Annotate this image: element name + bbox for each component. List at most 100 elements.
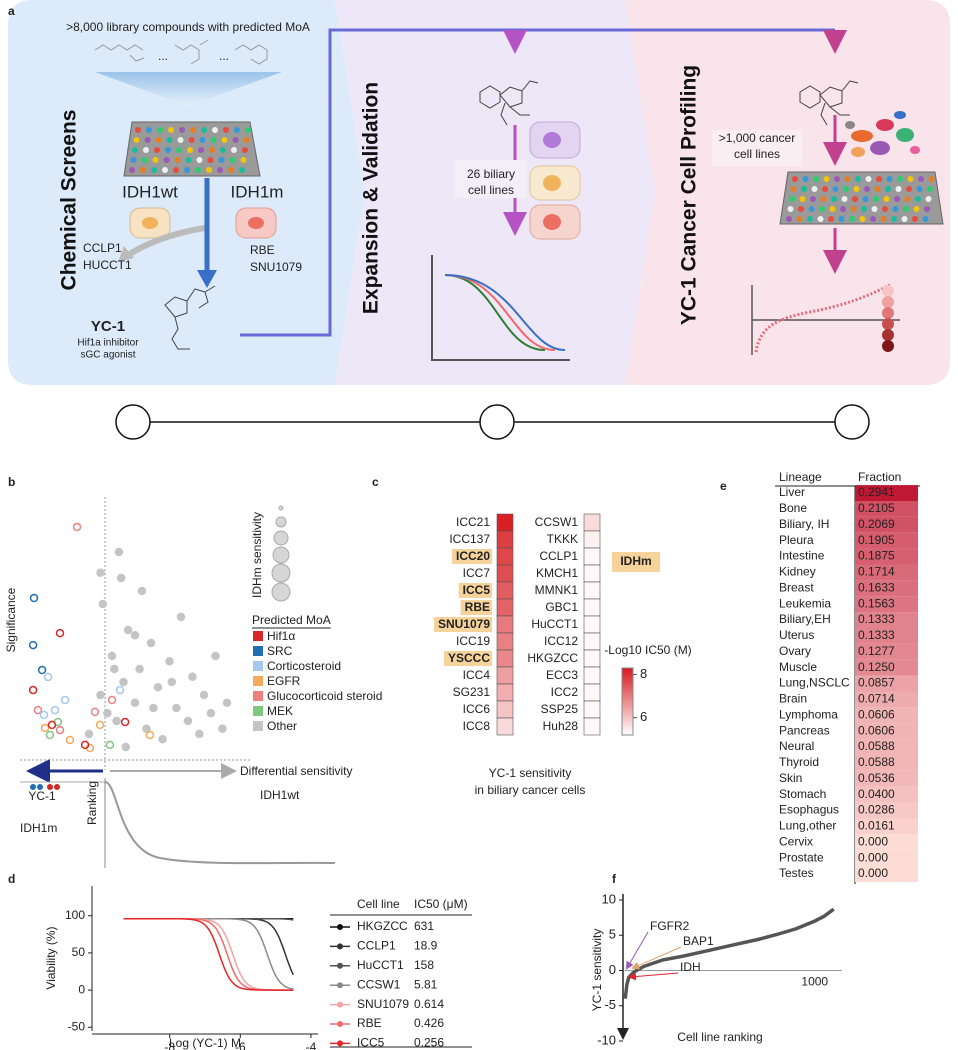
well [155, 137, 162, 143]
fraction: 0.1875 [858, 549, 895, 563]
well [168, 127, 174, 133]
data-point [149, 703, 158, 713]
row-label: HuCCT1 [531, 617, 578, 631]
fraction-cell [855, 866, 918, 882]
data-point [130, 630, 140, 640]
legend-marker [337, 943, 343, 950]
table-header: Cell line [357, 897, 400, 911]
curve [444, 274, 546, 351]
axis-label: Differential sensitivity [240, 764, 353, 778]
data-point [115, 685, 125, 695]
label-highlight [451, 549, 492, 564]
data-point [37, 665, 47, 675]
row-label: ICC7 [463, 566, 491, 580]
data-point [145, 730, 155, 740]
legend-label: ICC5 [357, 1036, 385, 1050]
data-point [110, 664, 119, 674]
well [141, 157, 148, 163]
data-point [206, 708, 216, 718]
lineage: Lymphoma [779, 707, 838, 721]
well [130, 157, 137, 163]
well [201, 127, 207, 133]
lineage: Leukemia [779, 596, 831, 610]
annotation: YC-1 [28, 789, 56, 803]
data-point [28, 640, 38, 650]
well [188, 137, 195, 143]
legend-label: SRC [267, 644, 293, 658]
cell-line: HUCCT1 [83, 258, 132, 272]
data-point [28, 685, 38, 695]
molecule [164, 285, 216, 350]
data-point [50, 705, 60, 715]
lineage: Biliary,EH [779, 612, 831, 626]
legend-label: MEK [267, 704, 293, 718]
table-header: IC50 (μM) [414, 897, 468, 911]
x-tick-label: -8 [164, 1040, 175, 1050]
ic50-value: 0.614 [414, 997, 444, 1011]
data-point [153, 682, 163, 692]
flow-line [240, 28, 835, 337]
fraction: 0.0714 [858, 692, 895, 706]
row-label: KMCH1 [536, 566, 578, 580]
axis-label: Viability (%) [44, 926, 58, 989]
well [152, 157, 159, 163]
fraction: 0.0857 [858, 676, 895, 690]
fraction-cell [855, 739, 918, 755]
legend-marker [337, 1001, 343, 1008]
row-label: GBC1 [545, 600, 578, 614]
data-point [112, 716, 121, 726]
well [157, 127, 163, 133]
well [176, 147, 182, 153]
molecules [94, 39, 268, 65]
curve [444, 274, 566, 351]
heat-cell [496, 547, 514, 566]
axes [431, 255, 570, 361]
well [132, 147, 138, 153]
heat-cell [496, 581, 514, 600]
dose-curve [123, 917, 294, 991]
fraction-cell [855, 850, 918, 867]
heat-cell [583, 564, 601, 583]
heat-cell [583, 632, 601, 651]
group-label: IDH1m [231, 182, 284, 201]
size-legend-title: IDHm sensitivity [250, 512, 264, 598]
fraction-cell [855, 770, 918, 787]
label-bg [455, 160, 527, 198]
data-point [135, 664, 144, 674]
well [853, 186, 860, 192]
axis-label: YC-1 sensitivity [590, 929, 604, 1012]
well [198, 147, 204, 153]
fraction-cell [855, 500, 918, 517]
well [807, 216, 813, 222]
row-label: ICC137 [449, 532, 490, 546]
well [925, 196, 932, 202]
annotation: IDH1wt [260, 788, 300, 802]
row-label: CCSW1 [535, 515, 579, 529]
ellipsis: ... [158, 49, 168, 63]
heat-cell [583, 547, 601, 566]
compound-role: Hif1a inhibitor [77, 338, 139, 349]
stage-title: Chemical Screens [58, 110, 81, 291]
ellipsis: ... [219, 49, 229, 63]
fraction: 0.000 [858, 850, 888, 864]
y-tick-label: 0 [609, 962, 616, 977]
fraction: 0.1905 [858, 533, 895, 547]
stage-title: YC-1 Cancer Cell Profiling [678, 65, 701, 325]
lineage: Skin [779, 771, 802, 785]
well [240, 157, 247, 163]
well [882, 206, 888, 212]
lineage: Intestine [779, 549, 825, 563]
stage-note: cell lines [734, 147, 780, 161]
row-label: ICC6 [463, 702, 491, 716]
legend-swatch [253, 706, 263, 716]
well [903, 206, 909, 212]
well [840, 206, 846, 212]
lineage: Brain [779, 692, 807, 706]
well [151, 167, 157, 173]
lineage: Pleura [779, 533, 814, 547]
molecule [799, 80, 859, 126]
well [218, 157, 225, 163]
data-point [45, 730, 55, 740]
well [897, 176, 903, 182]
well [901, 216, 908, 222]
